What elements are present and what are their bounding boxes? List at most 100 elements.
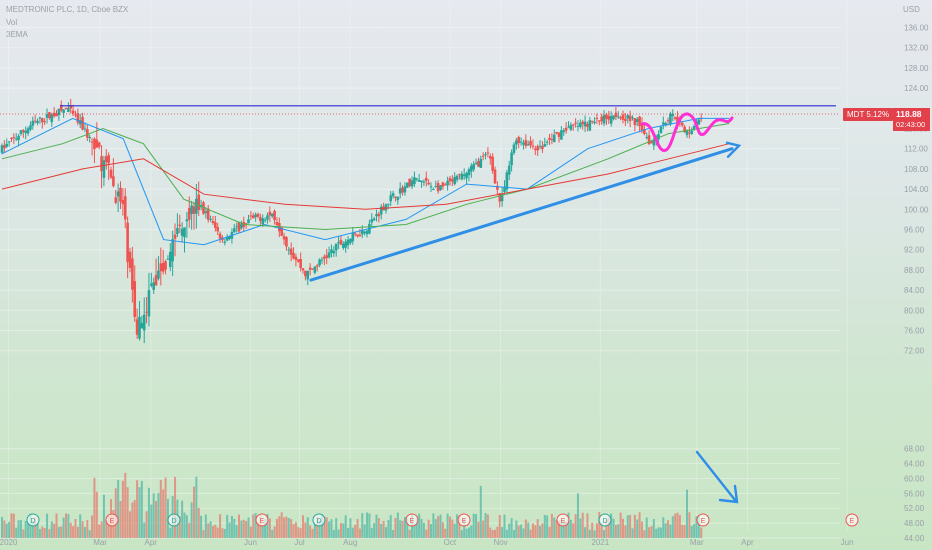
volume-bar <box>249 526 252 538</box>
volume-bar <box>178 516 181 538</box>
earnings-marker-label[interactable]: E <box>561 518 566 525</box>
volume-bar <box>576 493 579 538</box>
y-tick-label-11: 88.00 <box>904 266 925 275</box>
earnings-marker[interactable] <box>845 513 859 527</box>
candle-body <box>616 116 620 118</box>
volume-bar <box>64 513 67 538</box>
volume-bar <box>505 529 508 538</box>
volume-bar <box>515 520 518 538</box>
earnings-marker-label[interactable]: E <box>462 518 467 525</box>
earnings-marker-label[interactable]: E <box>701 518 706 525</box>
candle-body <box>543 144 547 147</box>
earnings-marker-label[interactable]: E <box>410 518 415 525</box>
dividend-marker-label[interactable]: D <box>30 518 35 525</box>
candle-body <box>643 129 646 134</box>
dividend-marker[interactable] <box>26 513 40 527</box>
earnings-marker-label[interactable]: E <box>110 518 115 525</box>
volume-bar <box>629 514 632 538</box>
candle-body <box>396 196 400 201</box>
candle-body <box>389 195 393 202</box>
volume-bar <box>216 527 219 538</box>
volume-bar <box>636 519 639 538</box>
volume-bar <box>69 522 72 538</box>
volume-bar <box>700 527 703 538</box>
dividend-marker-label[interactable]: D <box>316 518 321 525</box>
candle-body <box>524 140 528 146</box>
volume-bar <box>482 520 485 538</box>
volume-bar <box>425 529 428 538</box>
volume-bar <box>612 518 615 538</box>
candle-body <box>417 180 421 182</box>
volume-bar <box>292 524 295 538</box>
candle-body <box>652 139 656 146</box>
volume-bar <box>569 519 572 538</box>
candle-body <box>474 162 478 164</box>
candle-body <box>387 203 390 205</box>
candle-body <box>391 193 395 197</box>
candle-body <box>339 239 343 245</box>
volume-bar <box>458 515 461 538</box>
volume-bar <box>62 517 65 538</box>
candle-body <box>22 130 25 133</box>
candle-body <box>176 228 179 234</box>
volume-bar <box>652 518 655 538</box>
candle-body <box>638 116 641 127</box>
candle-body <box>10 137 13 139</box>
y-tick-label-12: 84.00 <box>904 286 925 295</box>
volume-bar <box>693 524 696 538</box>
candle-body <box>486 152 490 154</box>
volume-bar <box>567 512 570 538</box>
volume-bar <box>330 519 333 538</box>
volume-bar <box>619 512 622 538</box>
candle-body <box>7 141 11 143</box>
candle-body <box>344 241 347 248</box>
y-tick-label-13: 80.00 <box>904 306 925 315</box>
dividend-marker[interactable] <box>312 513 326 527</box>
candle-body <box>676 116 679 123</box>
candle-body <box>624 118 627 122</box>
dividend-marker[interactable] <box>598 513 612 527</box>
volume-bar <box>235 525 238 538</box>
candle-body <box>296 259 300 262</box>
earnings-marker-label[interactable]: E <box>850 518 855 525</box>
volume-bar <box>268 518 271 538</box>
earnings-marker[interactable] <box>105 513 119 527</box>
candle-body <box>424 177 428 181</box>
volume-bar <box>546 515 549 538</box>
candle-body <box>43 121 46 123</box>
earnings-marker[interactable] <box>255 513 269 527</box>
volume-bar <box>294 522 297 538</box>
volume-bar <box>43 527 46 538</box>
volume-bar <box>574 514 577 538</box>
dividend-marker-label[interactable]: D <box>602 518 607 525</box>
volume-bar <box>162 489 165 538</box>
x-tick-label-10: Apr <box>741 538 754 547</box>
dividend-marker-label[interactable]: D <box>171 518 176 525</box>
volume-bar <box>517 525 520 538</box>
volume-bar <box>126 487 129 538</box>
earnings-marker-label[interactable]: E <box>260 518 265 525</box>
earnings-marker[interactable] <box>405 513 419 527</box>
candle-body <box>659 126 663 134</box>
earnings-marker[interactable] <box>457 513 471 527</box>
candle-body <box>259 217 262 221</box>
volume-bar <box>223 528 226 538</box>
earnings-marker[interactable] <box>556 513 570 527</box>
ema-indicator-label[interactable]: 3EMA <box>6 30 28 39</box>
moving-average-2 <box>1 123 730 231</box>
dividend-marker[interactable] <box>167 513 181 527</box>
candle-body <box>204 211 208 214</box>
volume-indicator-label[interactable]: Vol <box>6 18 18 27</box>
candle-body <box>95 139 99 148</box>
candle-body <box>52 112 56 117</box>
candle-body <box>583 121 587 127</box>
y-tick-label-20: 52.00 <box>904 504 925 513</box>
candle-body <box>685 130 689 135</box>
candle-body <box>602 115 606 124</box>
earnings-marker[interactable] <box>696 513 710 527</box>
volume-bar <box>496 526 499 538</box>
volume-bar <box>181 500 184 538</box>
candle-body <box>564 127 568 131</box>
candle-body <box>330 249 333 253</box>
